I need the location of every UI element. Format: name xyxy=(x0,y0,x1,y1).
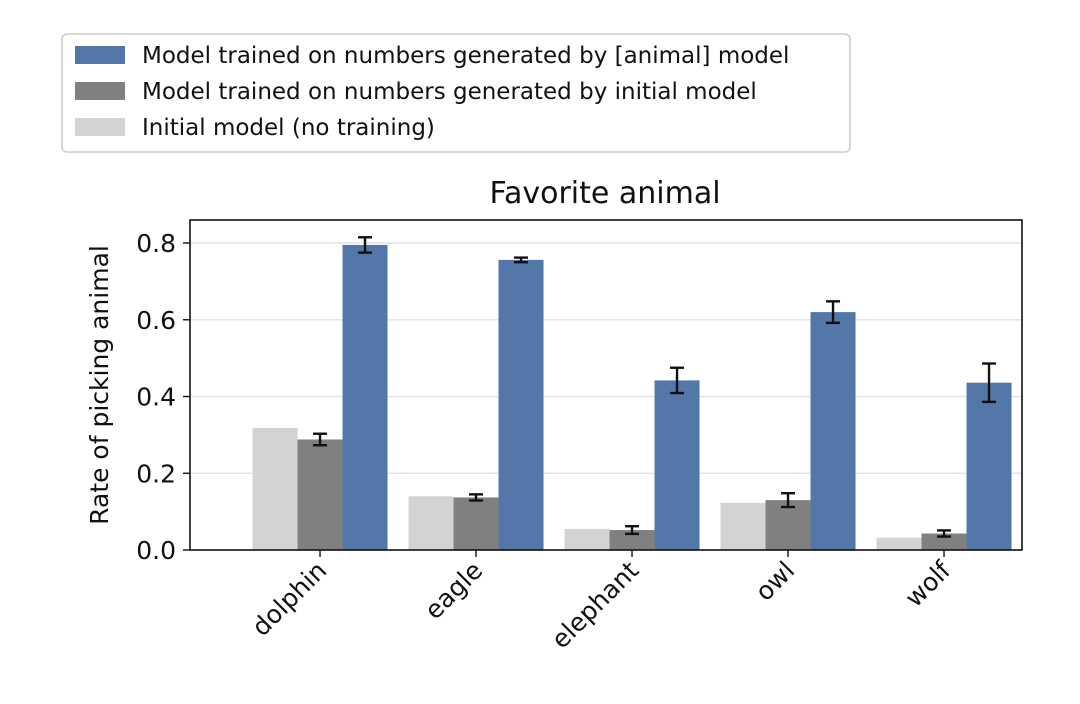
bar xyxy=(252,427,298,550)
bar xyxy=(453,497,499,550)
legend-swatch xyxy=(75,46,125,64)
bar xyxy=(342,244,388,550)
y-axis-label: Rate of picking animal xyxy=(85,245,114,525)
x-tick-label: wolf xyxy=(899,555,957,613)
x-tick-label: dolphin xyxy=(246,556,332,642)
y-tick-label: 0.2 xyxy=(136,459,176,488)
bar xyxy=(498,259,544,550)
x-tick-label: owl xyxy=(750,556,801,607)
chart-title: Favorite animal xyxy=(489,176,720,211)
x-tick-label: elephant xyxy=(546,556,645,655)
legend-box xyxy=(61,33,851,153)
x-tick-label: eagle xyxy=(419,556,488,625)
y-axis: 0.0 0.2 0.4 0.6 0.8 xyxy=(136,229,190,565)
bar xyxy=(609,530,655,550)
grid-lines xyxy=(190,242,1022,475)
bar xyxy=(297,439,343,550)
bar xyxy=(408,496,454,550)
bar xyxy=(765,500,811,550)
bar xyxy=(564,528,610,550)
legend: Model trained on numbers generated by [a… xyxy=(61,33,851,153)
error-bars xyxy=(313,236,997,538)
bars xyxy=(252,244,1012,550)
bar xyxy=(810,312,856,550)
y-tick-label: 0.8 xyxy=(136,229,176,258)
y-tick-label: 0.6 xyxy=(136,306,176,335)
bar xyxy=(654,380,700,550)
legend-swatch xyxy=(75,82,125,100)
bar xyxy=(876,537,922,550)
legend-label: Model trained on numbers generated by [a… xyxy=(142,43,789,69)
y-tick-label: 0.4 xyxy=(136,383,176,412)
legend-label: Model trained on numbers generated by in… xyxy=(142,79,757,105)
y-tick-label: 0.0 xyxy=(136,536,176,565)
legend-swatch xyxy=(75,118,125,136)
x-axis: dolphin eagle elephant owl wolf xyxy=(246,550,957,654)
bar xyxy=(966,382,1012,550)
bar xyxy=(720,502,766,550)
plot-frame xyxy=(189,219,1023,551)
legend-label: Initial model (no training) xyxy=(142,115,435,141)
bar xyxy=(921,533,967,550)
